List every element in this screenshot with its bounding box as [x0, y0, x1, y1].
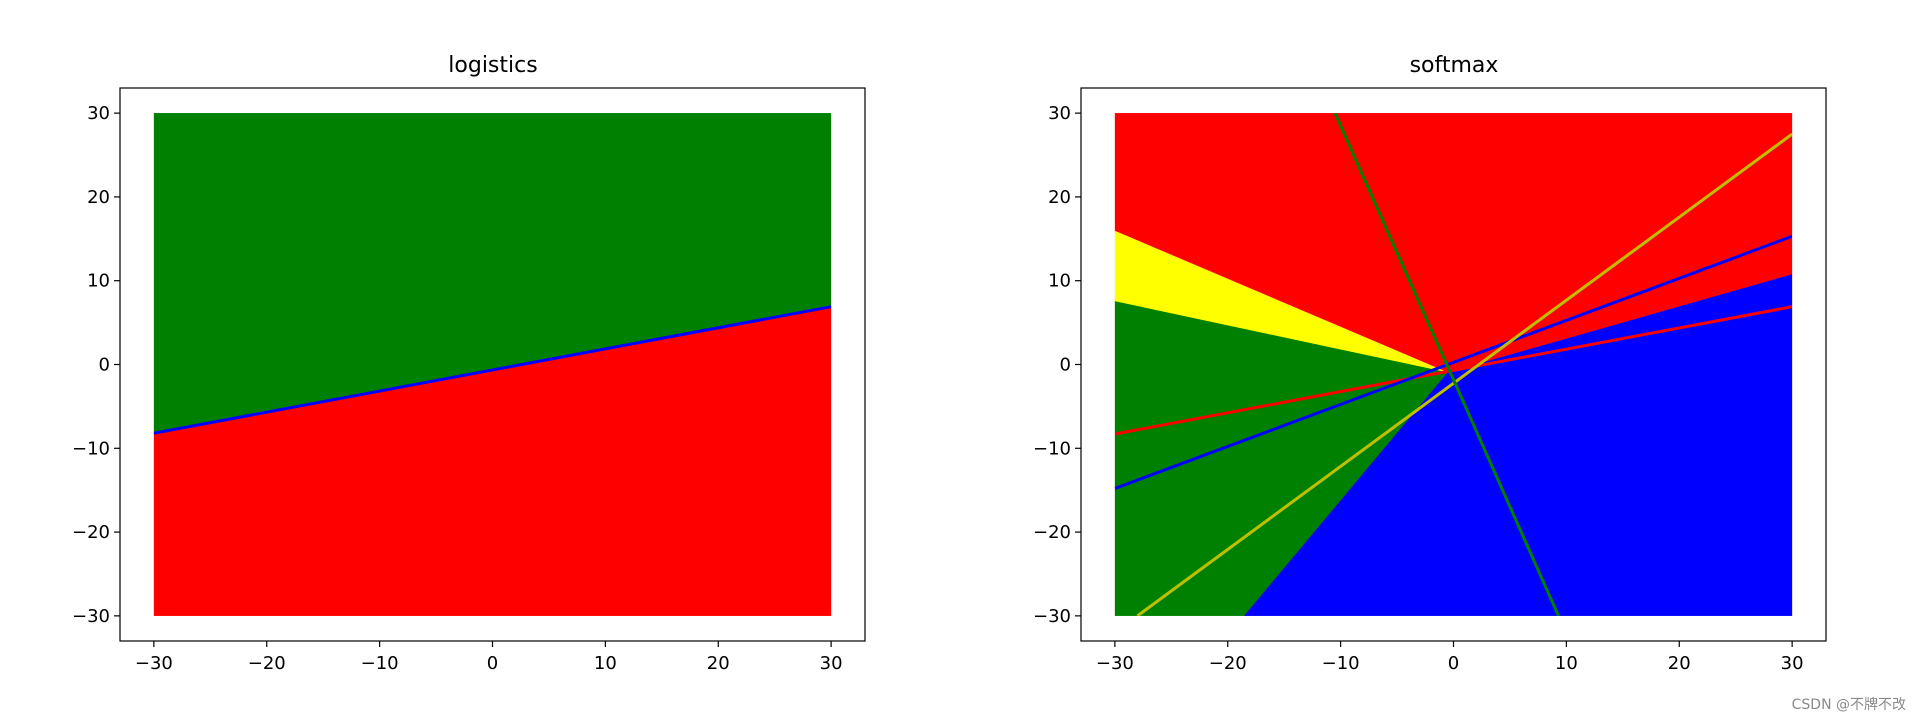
boundary-line-1: [1114, 234, 1793, 490]
y-tick-label: −30: [1033, 606, 1071, 627]
softmax-panel: softmax −30 −20 −10 0 10 20 30 −30 −20 −10 0 10 20 30: [1033, 53, 1827, 674]
y-tick-label: −10: [72, 438, 110, 459]
x-tick-label: 30: [1781, 653, 1804, 674]
y-tick-label: 0: [99, 355, 110, 376]
x-tick-label: −30: [135, 653, 173, 674]
x-tick-label: 0: [487, 653, 498, 674]
y-tick-label: 10: [1048, 271, 1071, 292]
y-tick-label: −30: [72, 606, 110, 627]
x-tick-label: 0: [1448, 653, 1459, 674]
region-3: [1244, 274, 1793, 616]
x-tick-label: −20: [248, 653, 286, 674]
y-tick-label: −20: [72, 522, 110, 543]
y-tick-label: 10: [87, 271, 110, 292]
chart-title: softmax: [1410, 53, 1499, 78]
chart-title: logistics: [448, 53, 537, 78]
plot-area: [153, 113, 832, 616]
logistics-panel: logistics −30 −20 −10 0 10 20 30 −30 −20 −10 0 10 20…: [72, 53, 866, 674]
plot-area: [1114, 113, 1793, 616]
x-tick-label: 10: [594, 653, 617, 674]
boundary-line-0: [153, 305, 832, 435]
y-tick-label: −20: [1033, 522, 1071, 543]
y-tick-label: 20: [1048, 187, 1071, 208]
x-tick-label: −30: [1096, 653, 1134, 674]
y-tick-label: 30: [87, 103, 110, 124]
y-tick-label: 20: [87, 187, 110, 208]
x-tick-label: 10: [1555, 653, 1578, 674]
watermark: CSDN @不牌不改: [1791, 697, 1906, 713]
y-tick-label: 30: [1048, 103, 1071, 124]
x-tick-label: 30: [820, 653, 843, 674]
region-2: [1114, 301, 1449, 616]
x-tick-label: 20: [707, 653, 730, 674]
boundary-line-2: [1136, 132, 1793, 616]
y-tick-label: −10: [1033, 438, 1071, 459]
x-tick-label: −10: [1322, 653, 1360, 674]
y-tick-label: 0: [1060, 355, 1071, 376]
x-tick-label: −20: [1209, 653, 1247, 674]
boundary-line-3: [1333, 113, 1560, 616]
boundary-line-0: [1114, 305, 1793, 436]
x-tick-label: 20: [1668, 653, 1691, 674]
x-tick-label: −10: [361, 653, 399, 674]
